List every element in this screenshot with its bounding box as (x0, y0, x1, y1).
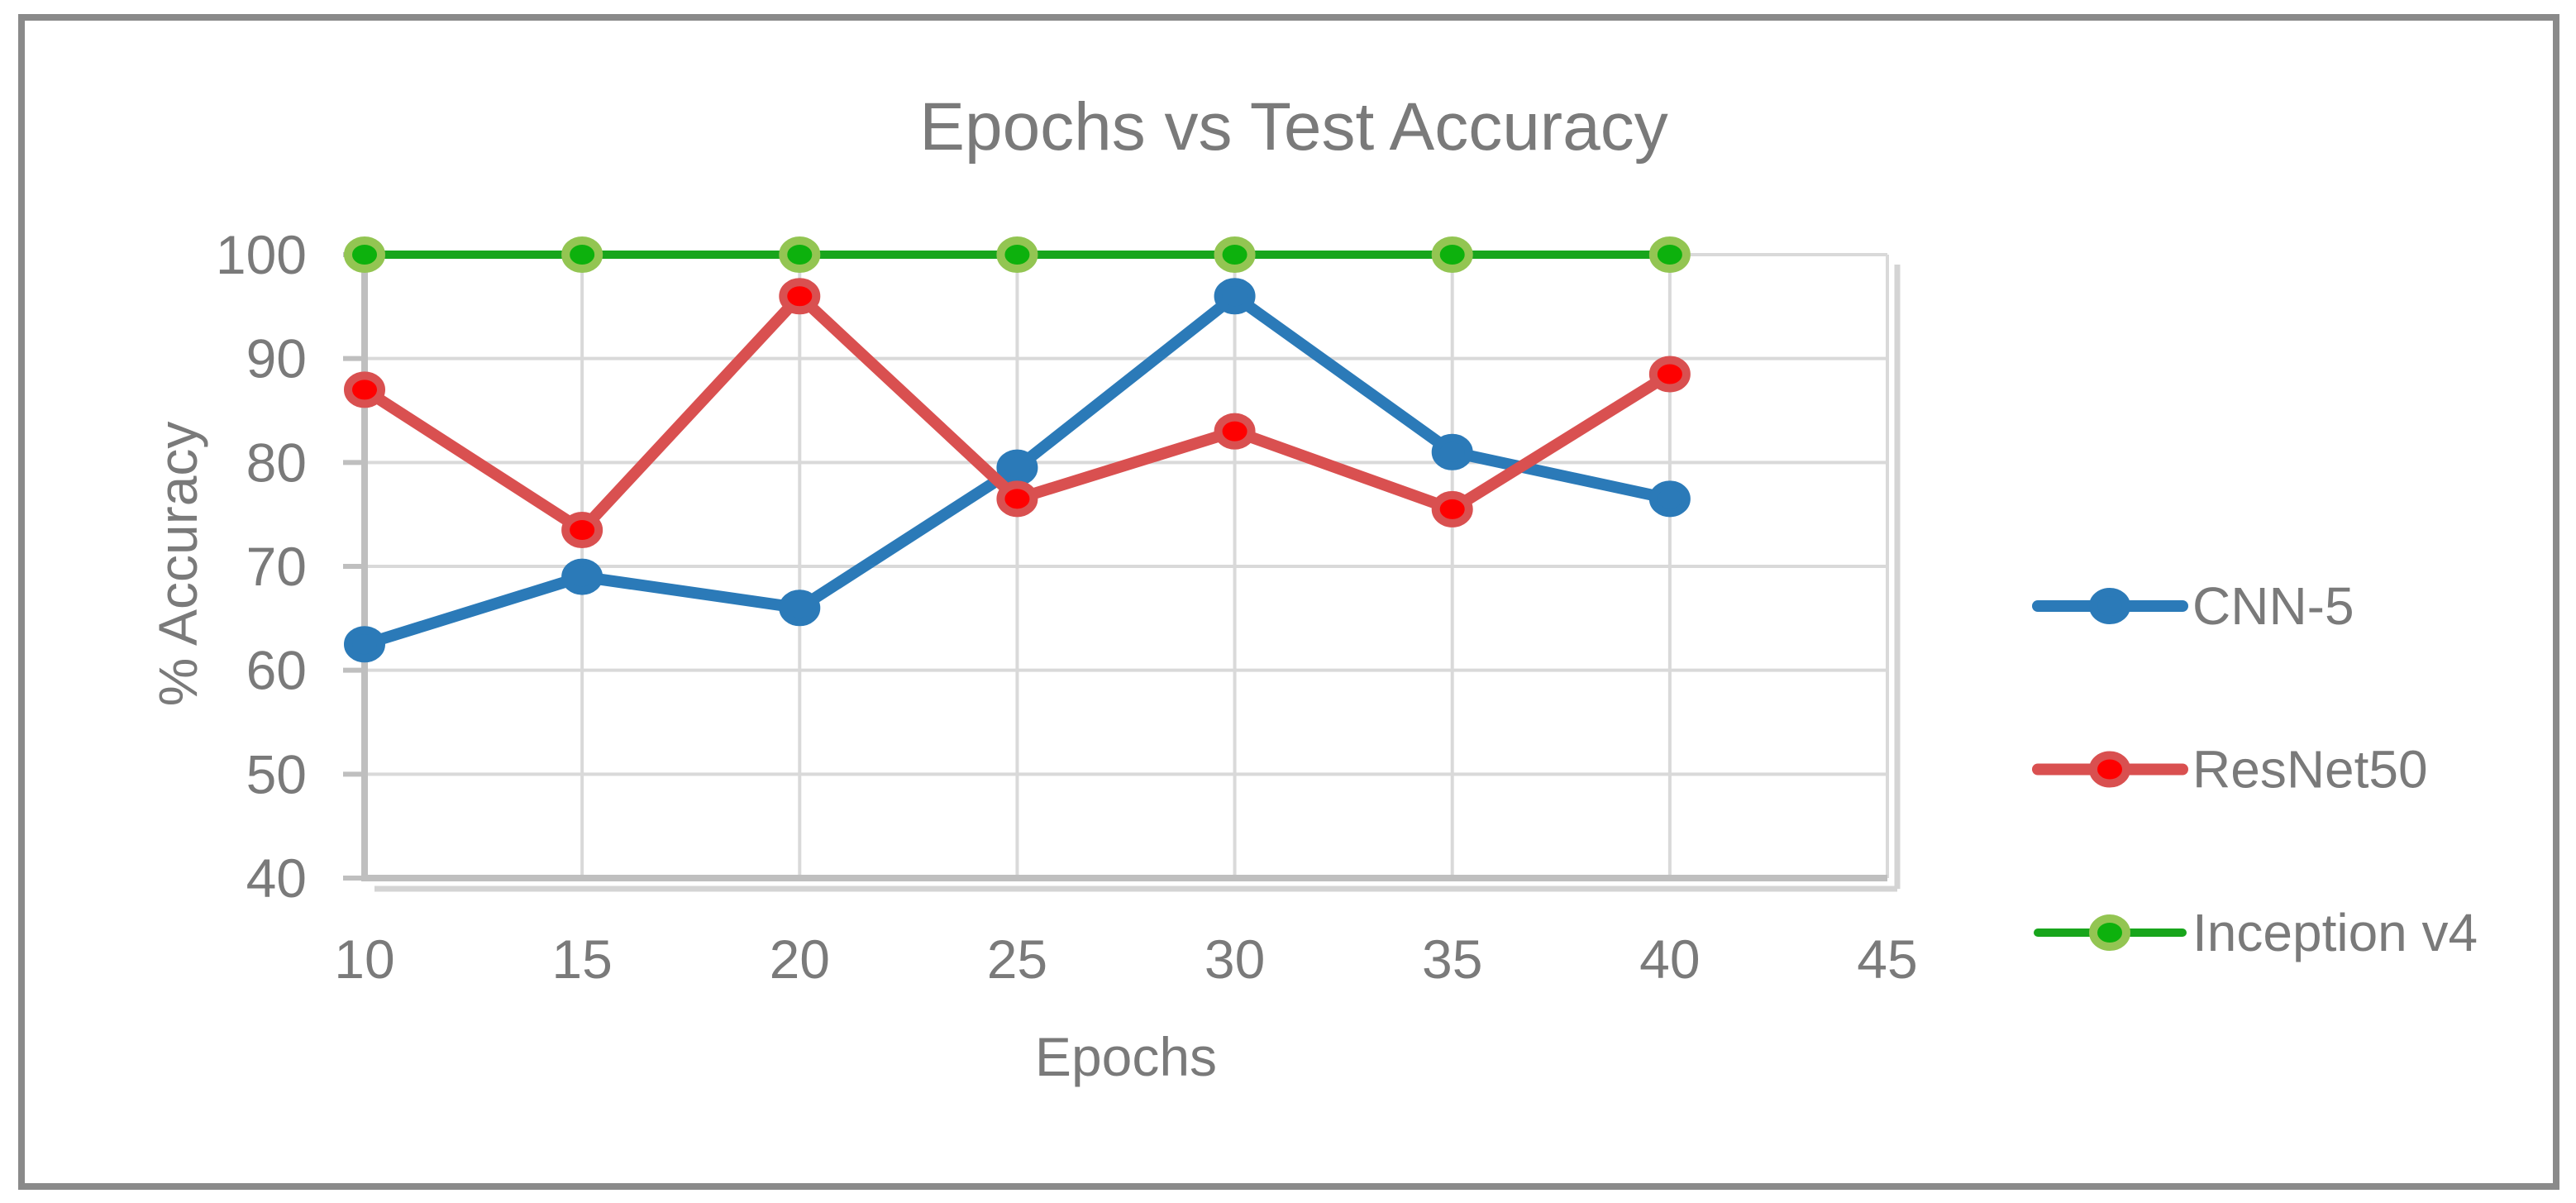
data-point (344, 371, 385, 408)
tick-labels: 40 50 60 70 80 90 100 10 15 20 25 30 35 40 45 (216, 224, 1918, 990)
series-inception-v4 (344, 236, 1691, 273)
data-point (1431, 490, 1473, 528)
legend-swatch-marker (2089, 588, 2130, 624)
legend-label: CNN-5 (2192, 576, 2354, 636)
x-tick-label: 30 (1205, 929, 1265, 990)
series-cnn-5 (344, 278, 1691, 663)
data-point (561, 512, 603, 549)
data-point (996, 236, 1038, 273)
data-point (996, 449, 1038, 486)
legend-label: Inception v4 (2192, 903, 2478, 962)
legend-item-cnn-5: CNN-5 (2032, 576, 2354, 636)
y-tick-label: 100 (216, 224, 307, 285)
y-tick-label: 90 (246, 328, 307, 389)
y-axis-label: % Accuracy (147, 422, 208, 707)
data-point (344, 626, 385, 663)
y-tick-label: 70 (246, 536, 307, 597)
legend: CNN-5 ResNet50 Inception v4 (2032, 576, 2478, 962)
y-tick-label: 50 (246, 743, 307, 804)
data-point (1431, 236, 1473, 273)
x-tick-label: 35 (1422, 929, 1482, 990)
legend-swatch-marker (2089, 914, 2130, 951)
data-point (344, 236, 385, 273)
data-point (1431, 433, 1473, 470)
legend-swatch-marker (2089, 751, 2130, 788)
x-tick-label: 20 (770, 929, 830, 990)
legend-item-resnet50: ResNet50 (2032, 740, 2428, 800)
data-point (1648, 236, 1691, 273)
plot-area-shadow (374, 265, 1901, 892)
x-tick-label: 10 (334, 929, 394, 990)
data-point (1214, 236, 1256, 273)
legend-item-inception-v4: Inception v4 (2034, 903, 2478, 962)
chart-title: Epochs vs Test Accuracy (919, 89, 1667, 165)
y-tick-label: 40 (246, 847, 307, 909)
data-point (561, 236, 603, 273)
data-point (996, 480, 1038, 518)
y-tick-label: 60 (246, 640, 307, 701)
series-lines (344, 236, 1691, 663)
x-tick-label: 45 (1857, 929, 1917, 990)
x-tick-label: 40 (1639, 929, 1700, 990)
axes (343, 252, 1887, 881)
data-point (779, 590, 821, 627)
data-point (1648, 356, 1691, 393)
data-point (779, 278, 821, 315)
data-point (1214, 278, 1256, 315)
legend-label: ResNet50 (2192, 740, 2428, 800)
series-resnet50 (344, 278, 1691, 549)
data-point (1214, 413, 1256, 450)
x-axis-label: Epochs (1035, 1026, 1217, 1087)
y-tick-label: 80 (246, 432, 307, 493)
data-point (1648, 480, 1691, 518)
data-point (779, 236, 821, 273)
x-tick-label: 25 (987, 929, 1047, 990)
x-tick-label: 15 (551, 929, 612, 990)
data-point (561, 558, 603, 595)
